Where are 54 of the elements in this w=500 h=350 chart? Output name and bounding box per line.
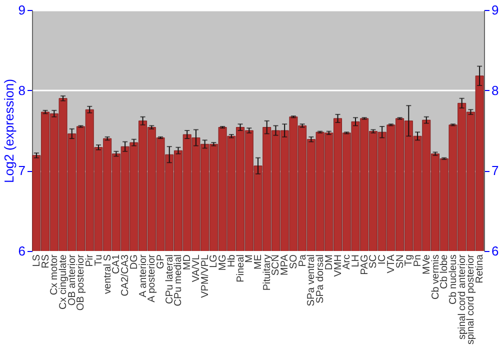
x-tick-label: DM (324, 254, 335, 270)
x-tick-label: RS (40, 254, 52, 268)
x-tick-label: ventral S (102, 254, 114, 294)
x-tick-label: LG (208, 254, 220, 268)
x-tick-label: SN (394, 254, 406, 268)
x-tick-label: Tg (404, 254, 415, 266)
x-tick-label: Arc (342, 254, 353, 270)
x-tick-label: A posterior (146, 254, 158, 302)
x-tick-label: SO (288, 254, 300, 269)
x-tick-label: spinal cord anterior (456, 254, 468, 340)
x-tick-label: Cb nucleus (448, 254, 459, 305)
y2-tick-label: 6 (492, 244, 499, 258)
y-axis-title: Log2 (expression) (1, 78, 16, 184)
x-tick-label: Cx cingulate (58, 254, 70, 310)
x-tick-label: VPM/VPL (200, 254, 211, 298)
x-tick-label: CA2/CA3 (120, 254, 132, 296)
x-tick-label: PAG (359, 254, 370, 275)
x-tick-label: VTA (386, 254, 397, 274)
x-tick-label: SCN (270, 254, 282, 276)
x-tick-label: CPu medial (173, 254, 184, 306)
x-tick-label: MPA (280, 254, 291, 276)
x-tick-label: Pir (84, 254, 96, 267)
y2-tick-label: 7 (492, 163, 499, 178)
x-tick-label: Pituitary (262, 254, 273, 291)
x-tick-label: MVe (421, 254, 432, 275)
x-tick-label: M (244, 254, 256, 263)
x-tick-label: Tu (93, 254, 104, 266)
x-tick-label: ME (253, 254, 264, 270)
x-tick-label: VA/VL (190, 254, 202, 282)
x-tick-label: OB posterior (76, 254, 87, 311)
x-tick-label: spinal cord posterior (466, 254, 477, 345)
y-tick-label: 7 (18, 163, 26, 178)
x-tick-label: Pineal (235, 254, 246, 282)
y2-tick-label: 8 (492, 82, 499, 98)
x-tick-label: SC (368, 254, 380, 268)
x-tick-label: Pn (412, 254, 424, 267)
x-tick-label: DG (128, 254, 140, 270)
y-tick-label: 6 (18, 244, 26, 258)
x-tick-label: Pa (297, 254, 308, 267)
x-tick-label: IC (377, 254, 388, 264)
y-tick-label: 8 (18, 82, 26, 98)
x-tick-label: VMH (332, 254, 344, 277)
x-tick-label: LH (350, 254, 362, 268)
x-tick-label: OB anterior (66, 254, 78, 306)
x-tick-label: Retina (474, 254, 486, 284)
x-tick-label: CA1 (111, 254, 122, 274)
x-tick-label: GP (156, 254, 167, 269)
x-tick-label: A anterior (138, 254, 149, 298)
y2-tick-label: 9 (492, 2, 499, 18)
x-tick-label: Cb lobe (439, 254, 450, 289)
y-tick-label: 9 (18, 2, 26, 18)
x-tick-label: SPa dorsal (315, 254, 326, 304)
x-tick-label: Hb (226, 254, 238, 268)
x-tick-label: LS (31, 254, 42, 267)
